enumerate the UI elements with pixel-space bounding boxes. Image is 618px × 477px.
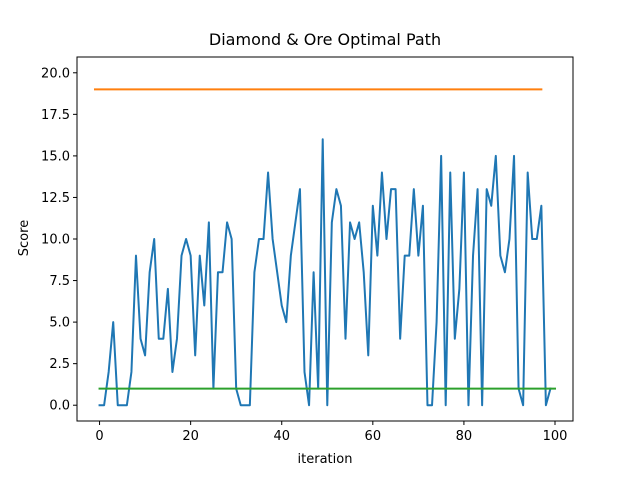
- x-axis-label: iteration: [298, 452, 353, 467]
- y-axis-label: Score: [17, 220, 32, 256]
- y-tick-label: 5.0: [49, 316, 70, 331]
- y-tick-label: 0.0: [49, 399, 70, 414]
- y-tick-label: 20.0: [41, 66, 70, 81]
- y-tick-label: 15.0: [41, 149, 70, 164]
- plot-area: [93, 88, 557, 407]
- y-tick-label: 12.5: [41, 191, 70, 206]
- x-tick-label: 40: [273, 429, 290, 444]
- y-tick-label: 7.5: [49, 274, 70, 289]
- x-tick-label: 20: [182, 429, 199, 444]
- x-tick-label: 80: [456, 429, 473, 444]
- x-tick-label: 0: [95, 429, 103, 444]
- y-axis: 0.0 2.5 5.0 7.5 10.0 12.5 15.0 17.5 20.0: [41, 66, 77, 414]
- x-axis: 0 20 40 60 80 100: [95, 421, 567, 444]
- x-tick-label: 60: [365, 429, 382, 444]
- x-tick-label: 100: [543, 429, 568, 444]
- chart-title: Diamond & Ore Optimal Path: [209, 30, 441, 49]
- series-line-1: [98, 138, 552, 407]
- y-tick-label: 17.5: [41, 108, 70, 123]
- y-tick-label: 10.0: [41, 233, 70, 248]
- y-tick-label: 2.5: [49, 357, 70, 372]
